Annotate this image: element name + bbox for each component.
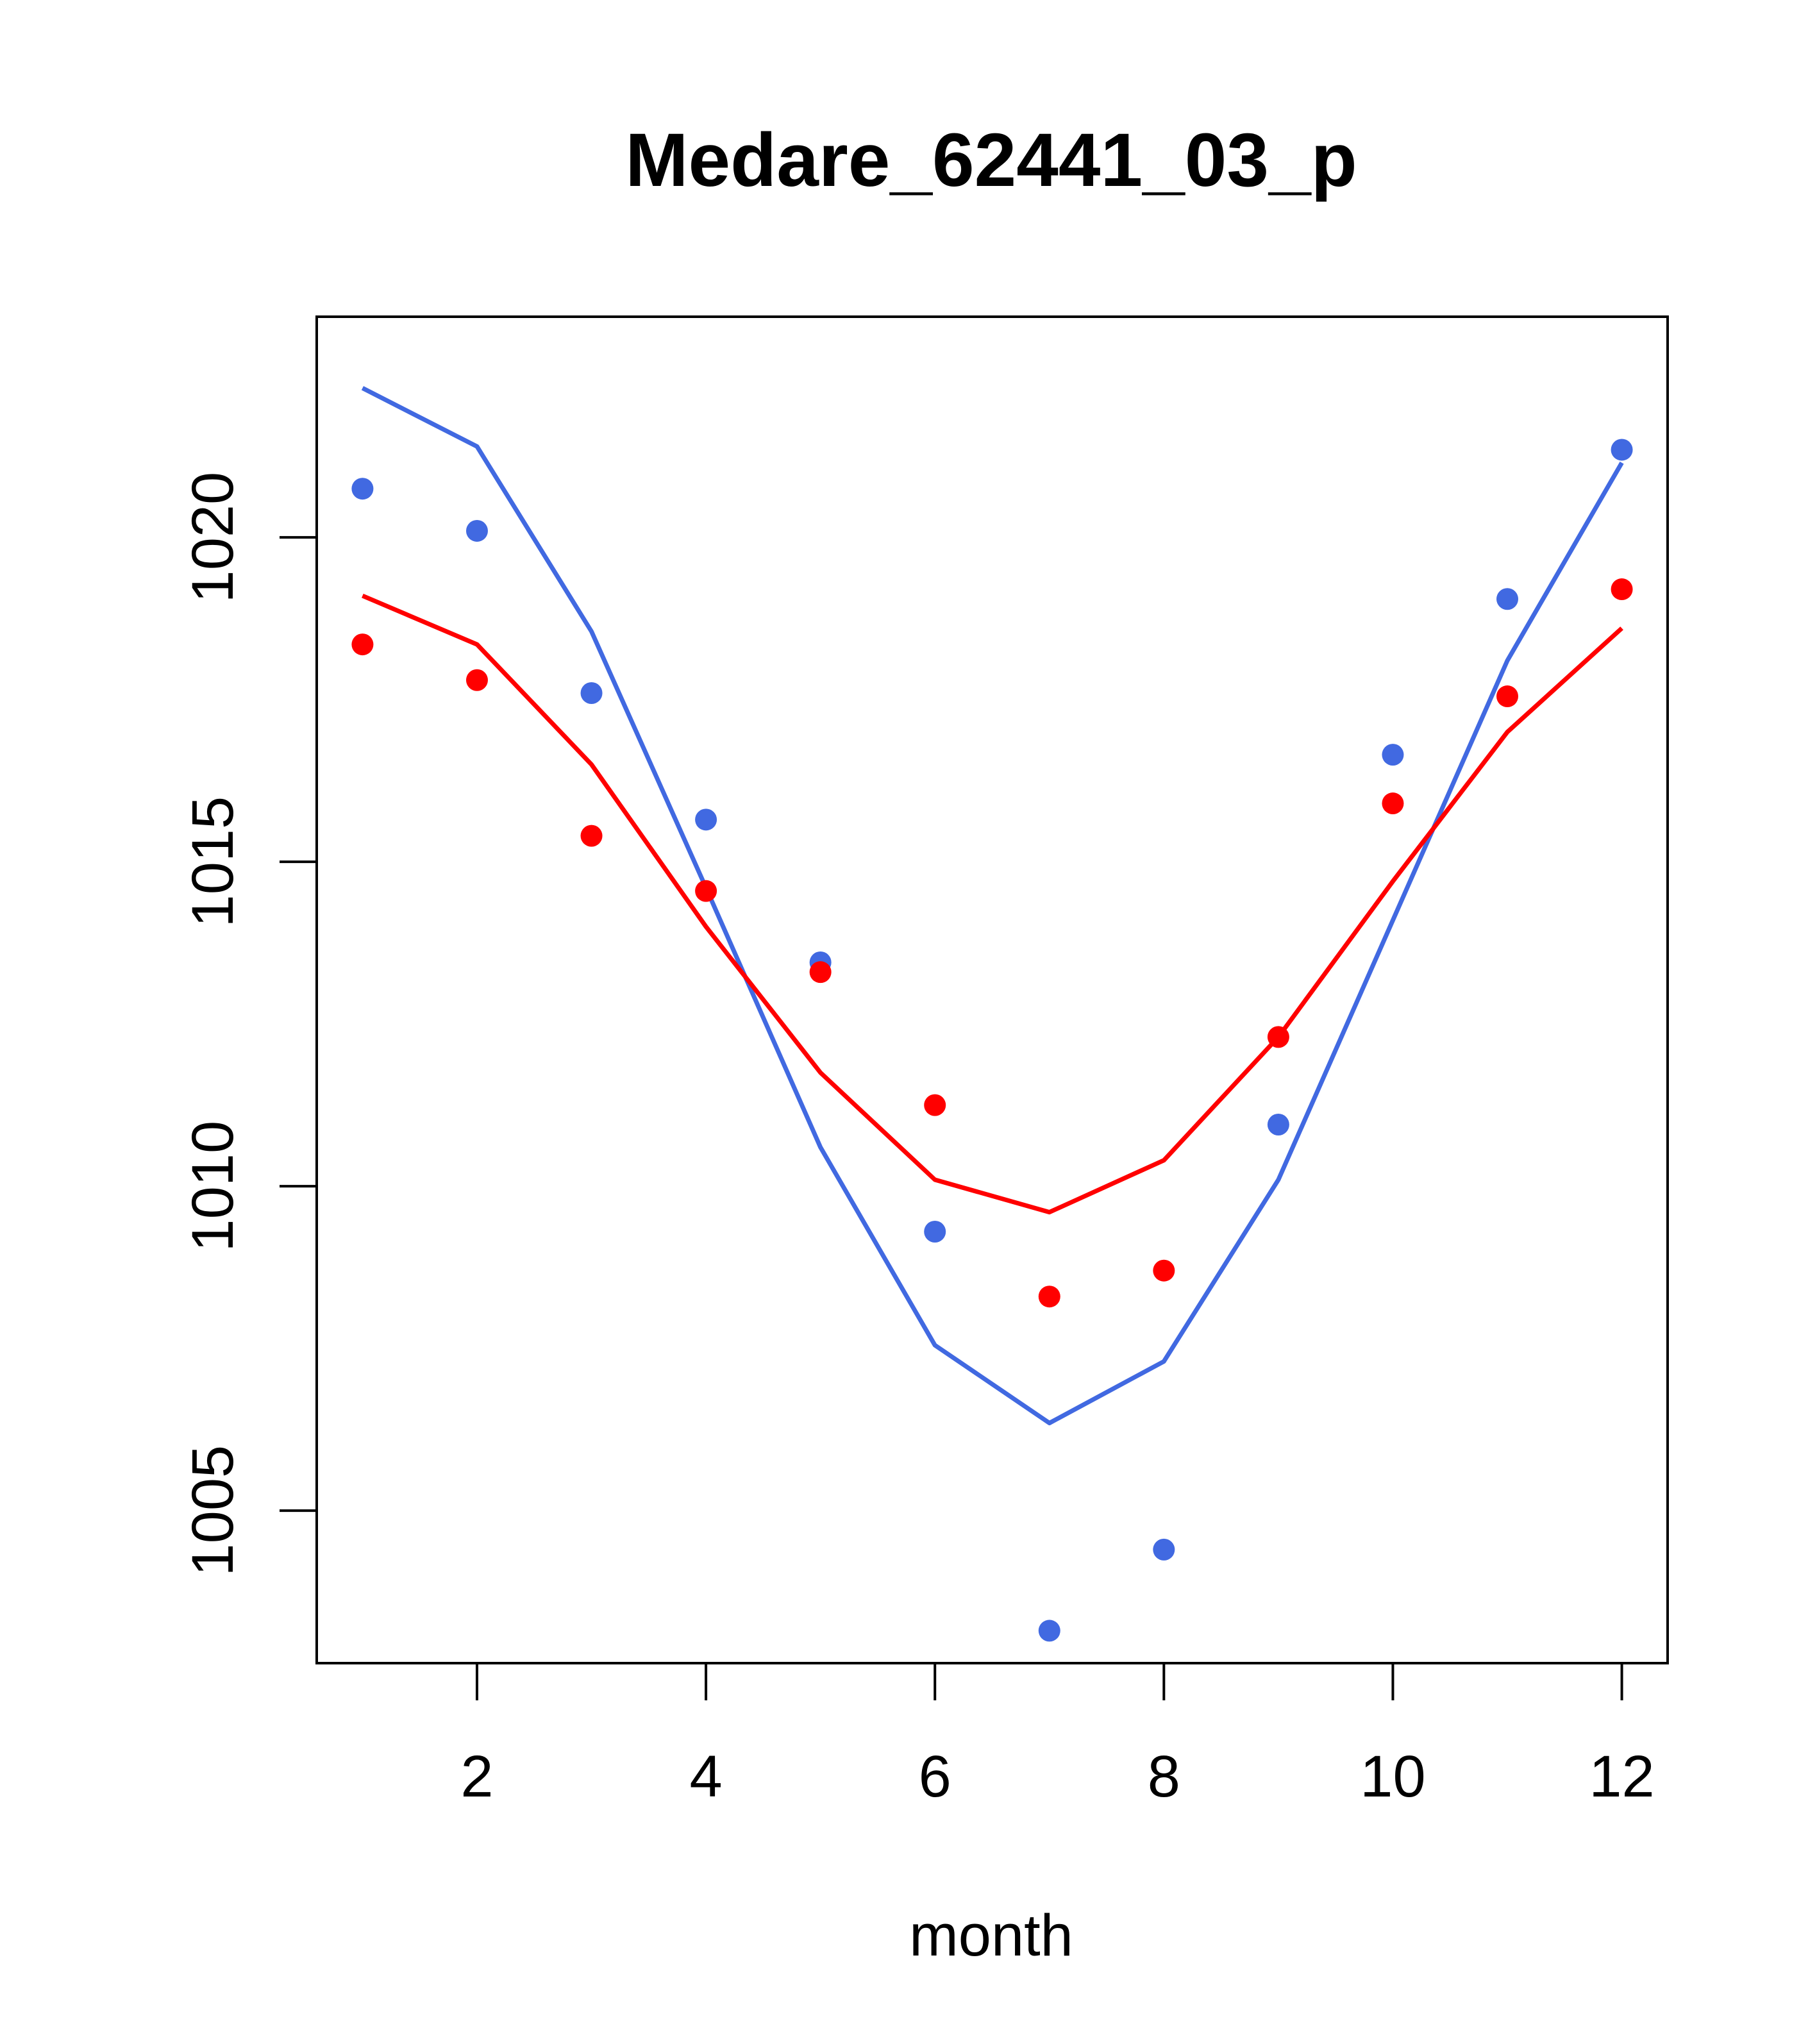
- data-point: [809, 961, 832, 984]
- data-point: [580, 682, 603, 704]
- data-point: [1382, 792, 1404, 815]
- chart-title: Medare_62441_03_p: [625, 118, 1357, 203]
- data-point: [1496, 685, 1519, 708]
- data-point: [465, 669, 488, 691]
- plot-frame: [315, 315, 1669, 1664]
- series-line: [361, 386, 1624, 1425]
- data-point: [465, 519, 488, 542]
- x-tick-label: 4: [690, 1744, 723, 1809]
- x-tick-label: 2: [460, 1744, 493, 1809]
- data-point: [1153, 1538, 1175, 1561]
- y-axis: 1005 1010 1015 1020: [180, 472, 317, 1577]
- data-point: [1267, 1114, 1289, 1135]
- data-point: [924, 1094, 946, 1116]
- data-point: [1496, 588, 1519, 610]
- data-point: [1611, 578, 1633, 601]
- x-tick-label: 10: [1360, 1744, 1425, 1809]
- data-point: [1153, 1259, 1175, 1282]
- data-point: [695, 880, 717, 902]
- data-point: [1267, 1026, 1289, 1048]
- data-point: [1382, 744, 1404, 766]
- data-point: [695, 808, 717, 831]
- data-point: [351, 478, 374, 500]
- data-point: [351, 633, 374, 656]
- data-point: [1611, 439, 1633, 461]
- y-tick-label: 1010: [180, 1121, 246, 1252]
- data-point: [1038, 1286, 1060, 1308]
- y-tick-label: 1020: [180, 472, 246, 603]
- x-tick-label: 8: [1148, 1744, 1180, 1809]
- x-tick-label: 6: [919, 1744, 951, 1809]
- y-tick-label: 1015: [180, 796, 246, 928]
- series-layer: [351, 386, 1633, 1642]
- data-point: [924, 1220, 946, 1243]
- y-tick-label: 1005: [180, 1445, 246, 1577]
- series-line: [362, 593, 1623, 1215]
- data-point: [1038, 1620, 1060, 1642]
- x-axis-label: month: [909, 1903, 1073, 1968]
- data-point: [580, 825, 603, 847]
- x-axis: 2 4 6 8 10 12: [460, 1663, 1655, 1809]
- x-tick-label: 12: [1589, 1744, 1654, 1809]
